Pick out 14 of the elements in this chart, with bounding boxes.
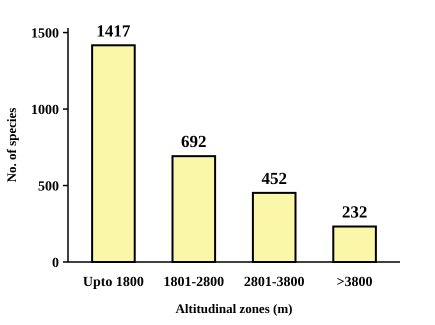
data-label: 692: [181, 132, 207, 152]
y-tick-label: 0: [52, 256, 59, 271]
x-tick-label: Upto 1800: [82, 275, 144, 290]
x-axis-title: Altitudinal zones (m): [176, 301, 292, 316]
data-label: 232: [342, 202, 368, 222]
x-tick-label: 1801-2800: [163, 275, 224, 290]
y-tick-label: 1500: [31, 26, 59, 42]
y-tick-label: 500: [38, 179, 59, 194]
x-tick-label: >3800: [336, 275, 373, 290]
y-axis-title: No. of species: [4, 108, 19, 182]
data-label: 452: [261, 168, 287, 188]
x-tick-label: 2801-3800: [244, 275, 305, 290]
y-tick-label: 1000: [31, 102, 59, 118]
data-label: 1417: [96, 21, 131, 40]
